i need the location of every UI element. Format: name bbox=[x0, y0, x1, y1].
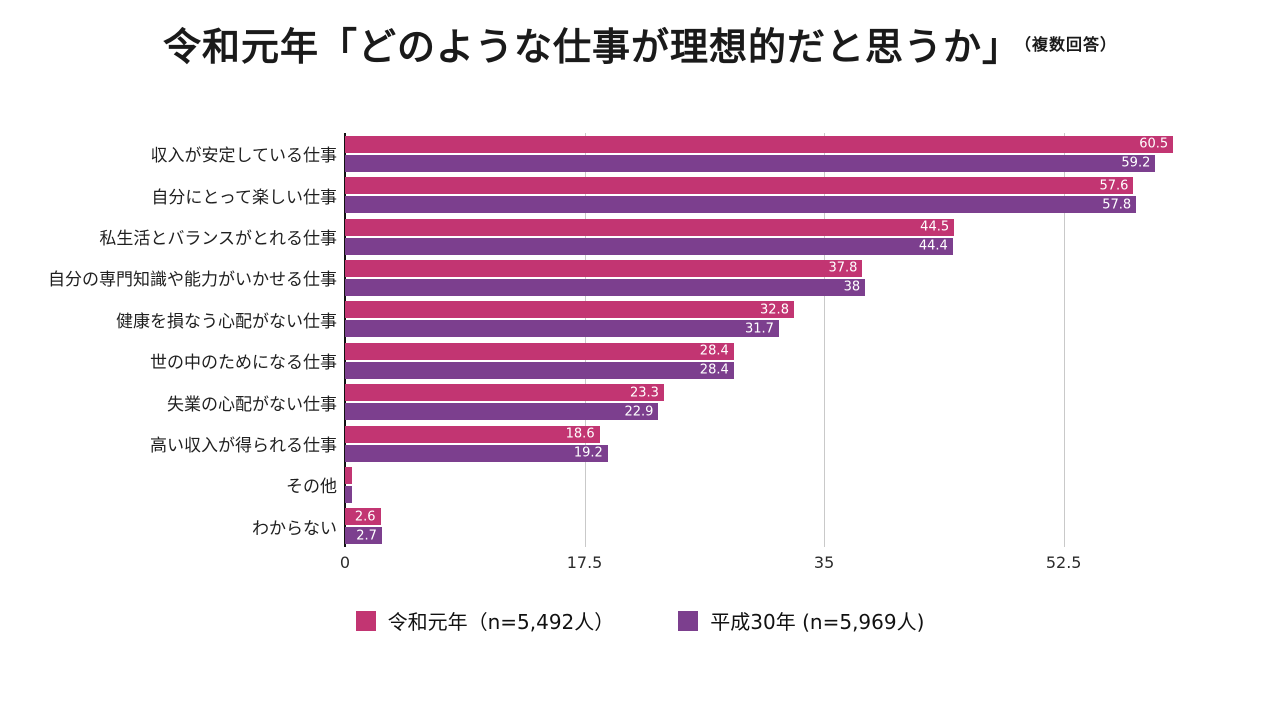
category-label: その他 bbox=[286, 477, 337, 498]
x-tick-label: 0 bbox=[339, 553, 351, 572]
bar-value-label: 57.8 bbox=[1102, 197, 1132, 213]
chart-legend: 令和元年（n=5,492人） 平成30年 (n=5,969人) bbox=[0, 606, 1280, 635]
bar-reiwa1: 44.5 bbox=[345, 218, 955, 236]
bar-group: 37.8 38 bbox=[345, 259, 1180, 296]
grid-line bbox=[584, 133, 586, 547]
legend-item: 平成30年 (n=5,969人) bbox=[678, 606, 924, 635]
chart-row: 自分の専門知識や能力がいかせる仕事 37.8 38 bbox=[0, 257, 1180, 298]
bar-value-label: 44.4 bbox=[918, 238, 948, 254]
chart-row: 自分にとって楽しい仕事 57.6 57.8 bbox=[0, 174, 1180, 215]
chart-row: 健康を損なう心配がない仕事 32.8 31.7 bbox=[0, 299, 1180, 340]
category-label: 収入が安定している仕事 bbox=[150, 146, 338, 167]
bar-reiwa1 bbox=[345, 466, 352, 484]
bar-reiwa1: 60.5 bbox=[345, 135, 1174, 153]
legend-label: 平成30年 (n=5,969人) bbox=[710, 610, 925, 634]
category-label: 健康を損なう心配がない仕事 bbox=[116, 311, 337, 332]
bar-reiwa1: 23.3 bbox=[345, 384, 664, 402]
gridlines bbox=[344, 133, 1180, 547]
category-label: 私生活とバランスがとれる仕事 bbox=[99, 229, 337, 250]
x-tick-label: 52.5 bbox=[1045, 553, 1082, 572]
bar-heisei30: 44.4 bbox=[345, 237, 953, 255]
bar-heisei30: 2.7 bbox=[345, 527, 382, 545]
category-label: 高い収入が得られる仕事 bbox=[150, 436, 337, 457]
bar-heisei30: 38 bbox=[345, 278, 866, 296]
chart-row: 世の中のためになる仕事 28.4 28.4 bbox=[0, 340, 1180, 381]
x-axis: 0 17.5 35 52.5 bbox=[340, 553, 1180, 575]
grid-line bbox=[824, 133, 826, 547]
chart-title: 令和元年「どのような仕事が理想的だと思うか」 （複数回答） bbox=[0, 24, 1280, 72]
bar-value-label: 23.3 bbox=[629, 385, 659, 401]
bar-value-label: 60.5 bbox=[1139, 136, 1169, 152]
y-axis-line bbox=[344, 133, 346, 547]
bar-group: 32.8 31.7 bbox=[345, 301, 1180, 338]
bar-value-label: 57.6 bbox=[1099, 178, 1129, 194]
legend-item: 令和元年（n=5,492人） bbox=[355, 606, 615, 635]
bar-value-label: 44.5 bbox=[920, 219, 950, 235]
bar-value-label: 2.6 bbox=[354, 509, 376, 525]
bar-value-label: 18.6 bbox=[565, 426, 595, 442]
category-label: 自分の専門知識や能力がいかせる仕事 bbox=[48, 270, 337, 291]
bar-group: 18.6 19.2 bbox=[345, 425, 1180, 462]
bar-heisei30 bbox=[345, 485, 352, 503]
bar-value-label: 32.8 bbox=[760, 302, 789, 318]
x-tick-label: 17.5 bbox=[566, 553, 603, 572]
bar-group: 28.4 28.4 bbox=[345, 342, 1180, 379]
category-label: 自分にとって楽しい仕事 bbox=[151, 187, 337, 208]
chart-row: 私生活とバランスがとれる仕事 44.5 44.4 bbox=[0, 216, 1180, 257]
category-label: わからない bbox=[252, 518, 337, 539]
category-label: 世の中のためになる仕事 bbox=[150, 353, 337, 374]
bar-heisei30: 57.8 bbox=[345, 196, 1137, 214]
chart-title-note: （複数回答） bbox=[1023, 35, 1118, 54]
bar-reiwa1: 18.6 bbox=[345, 425, 600, 443]
bar-chart: 収入が安定している仕事 60.5 59.2 自分にとって楽しい仕事 57.6 57.8 私生… bbox=[0, 133, 1180, 547]
chart-row: わからない 2.6 2.7 bbox=[0, 506, 1180, 547]
x-tick-label: 35 bbox=[813, 553, 835, 572]
bar-value-label: 2.7 bbox=[356, 528, 377, 544]
bar-reiwa1: 37.8 bbox=[345, 259, 863, 277]
bar-group: 44.5 44.4 bbox=[345, 218, 1180, 255]
bar-group: 57.6 57.8 bbox=[345, 177, 1180, 214]
chart-row: 高い収入が得られる仕事 18.6 19.2 bbox=[0, 423, 1180, 464]
bar-value-label: 31.7 bbox=[744, 321, 774, 337]
bar-heisei30: 19.2 bbox=[345, 444, 608, 462]
category-label: 失業の心配がない仕事 bbox=[167, 394, 337, 415]
bar-group: 23.3 22.9 bbox=[345, 384, 1180, 421]
bar-reiwa1: 2.6 bbox=[345, 508, 381, 526]
bar-group: 2.6 2.7 bbox=[345, 508, 1180, 545]
bar-reiwa1: 32.8 bbox=[345, 301, 794, 319]
bar-value-label: 37.8 bbox=[828, 260, 858, 276]
bar-value-label: 59.2 bbox=[1121, 155, 1151, 171]
bar-value-label: 38 bbox=[843, 279, 861, 295]
chart-row: 失業の心配がない仕事 23.3 22.9 bbox=[0, 381, 1180, 422]
legend-label: 令和元年（n=5,492人） bbox=[387, 610, 615, 634]
bar-value-label: 28.4 bbox=[699, 343, 729, 359]
grid-line bbox=[1063, 133, 1065, 547]
bar-reiwa1: 28.4 bbox=[345, 342, 734, 360]
bar-value-label: 28.4 bbox=[699, 362, 729, 378]
bar-heisei30: 22.9 bbox=[345, 403, 659, 421]
bar-value-label: 22.9 bbox=[624, 404, 654, 420]
bar-reiwa1: 57.6 bbox=[345, 177, 1134, 195]
chart-row: その他 bbox=[0, 464, 1180, 505]
bar-heisei30: 31.7 bbox=[345, 320, 779, 338]
bar-group: 60.5 59.2 bbox=[345, 135, 1180, 172]
legend-swatch bbox=[355, 610, 376, 631]
bar-heisei30: 28.4 bbox=[345, 361, 734, 379]
bar-value-label: 19.2 bbox=[573, 445, 603, 461]
chart-row: 収入が安定している仕事 60.5 59.2 bbox=[0, 133, 1180, 174]
legend-swatch bbox=[678, 610, 699, 631]
bar-heisei30: 59.2 bbox=[345, 154, 1156, 172]
chart-title-text: 令和元年「どのような仕事が理想的だと思うか」 bbox=[162, 25, 1021, 69]
bar-group bbox=[345, 466, 1180, 503]
